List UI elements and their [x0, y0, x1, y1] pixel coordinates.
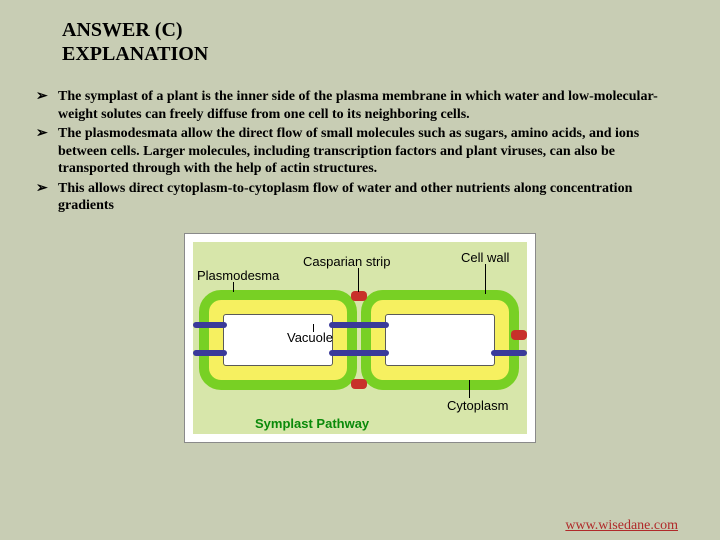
- leader-line: [358, 268, 359, 292]
- explanation-list: The symplast of a plant is the inner sid…: [0, 66, 720, 215]
- plasmodesma-channel: [193, 322, 227, 328]
- label-casparian: Casparian strip: [303, 254, 390, 269]
- label-cellwall: Cell wall: [461, 250, 509, 265]
- symplast-diagram: Plasmodesma Casparian strip Cell wall Va…: [184, 233, 536, 443]
- label-cytoplasm: Cytoplasm: [447, 398, 508, 413]
- source-link[interactable]: www.wisedane.com: [565, 518, 678, 534]
- plasmodesma-channel: [329, 322, 389, 328]
- page-title: ANSWER (C) EXPLANATION: [0, 0, 720, 66]
- list-item: The symplast of a plant is the inner sid…: [36, 88, 684, 123]
- leader-line: [313, 324, 314, 332]
- list-item: This allows direct cytoplasm-to-cytoplas…: [36, 180, 684, 215]
- casparian-strip: [511, 330, 527, 340]
- leader-line: [485, 264, 486, 294]
- list-item: The plasmodesmata allow the direct flow …: [36, 125, 684, 178]
- label-vacuole: Vacuole: [287, 330, 333, 345]
- casparian-strip: [351, 379, 367, 389]
- plasmodesma-channel: [193, 350, 227, 356]
- plasmodesma-channel: [329, 350, 389, 356]
- leader-line: [469, 380, 470, 398]
- diagram-canvas: Plasmodesma Casparian strip Cell wall Va…: [193, 242, 527, 434]
- casparian-strip: [351, 291, 367, 301]
- title-line2: EXPLANATION: [62, 42, 720, 66]
- right-vacuole: [385, 314, 495, 366]
- leader-line: [233, 282, 234, 292]
- plasmodesma-channel: [491, 350, 527, 356]
- label-plasmodesma: Plasmodesma: [197, 268, 279, 283]
- title-line1: ANSWER (C): [62, 18, 720, 42]
- label-symplast-pathway: Symplast Pathway: [255, 416, 369, 431]
